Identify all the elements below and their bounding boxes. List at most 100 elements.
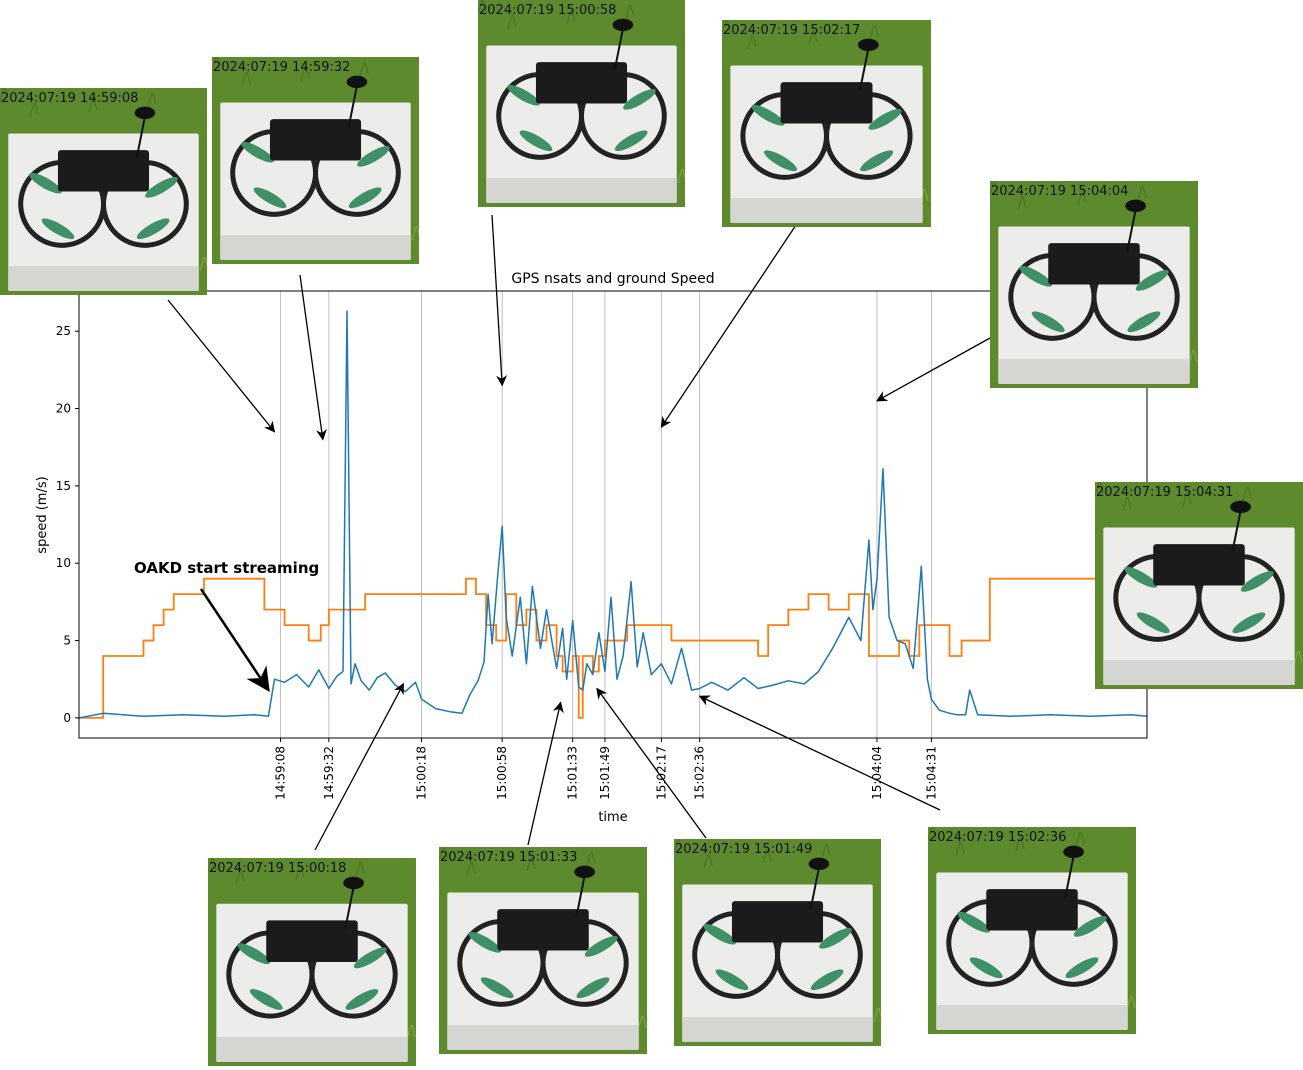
propeller: [253, 187, 287, 209]
gps-puck: [1230, 500, 1251, 514]
photo-timestamp: 2024:07:19 15:00:58: [479, 3, 616, 18]
propeller: [764, 150, 798, 172]
speed-point: [308, 686, 310, 688]
propeller: [468, 931, 502, 953]
speed-point: [531, 585, 533, 588]
y-tick-label: 0: [63, 711, 71, 725]
speed-point: [469, 694, 471, 696]
speed-point: [519, 596, 521, 598]
speed-point: [882, 468, 884, 470]
propeller: [703, 923, 736, 945]
speed-point: [273, 678, 276, 680]
gps-mast: [347, 85, 358, 128]
speed-point: [566, 678, 568, 680]
propeller: [237, 943, 271, 965]
propeller: [357, 146, 390, 167]
speed-point: [394, 684, 396, 687]
x-tick-label: 15:04:04: [870, 746, 884, 800]
speed-point: [926, 678, 928, 680]
speed-point: [183, 714, 185, 716]
speed-point: [868, 539, 870, 541]
propeller: [480, 977, 514, 999]
speed-point: [420, 698, 423, 700]
speed-point: [938, 709, 941, 711]
speed-point: [771, 684, 773, 687]
speed-point: [930, 698, 932, 700]
speed-point: [680, 647, 683, 649]
speed-point: [586, 663, 588, 665]
photo-arrow: [596, 687, 707, 839]
gps-puck: [1125, 199, 1146, 213]
speed-point: [1049, 714, 1051, 716]
drone-photo: 2024:07:19 15:02:36: [928, 827, 1136, 1034]
speed-point: [296, 673, 298, 676]
photo-timestamp: 2024:07:19 15:04:04: [991, 184, 1128, 199]
speed-point: [832, 647, 834, 649]
speed-point: [435, 708, 437, 710]
propeller: [810, 969, 844, 991]
speed-point: [487, 593, 489, 595]
speed-point: [449, 711, 451, 713]
speed-point: [956, 714, 959, 716]
drone-body: [780, 82, 873, 124]
propeller: [29, 172, 62, 194]
drone-body: [57, 150, 150, 192]
series-speed: [79, 310, 1147, 719]
x-tick-label: 14:59:32: [322, 746, 336, 800]
photo-arrow: [527, 701, 564, 846]
drone-photo: 2024:07:19 15:00:58: [478, 0, 685, 207]
plot-frame: [78, 290, 1148, 739]
gps-puck: [134, 106, 156, 120]
propeller: [1135, 269, 1169, 291]
speed-point: [511, 655, 513, 657]
speed-point: [622, 655, 624, 657]
speed-point: [505, 616, 507, 618]
speed-point: [642, 632, 644, 634]
x-tick-label: 14:59:08: [274, 746, 288, 800]
propeller: [241, 141, 274, 163]
propeller: [1019, 265, 1053, 287]
speed-point: [404, 690, 407, 693]
y-tick-label: 15: [56, 479, 71, 493]
speed-point: [699, 687, 701, 690]
drone-body: [986, 889, 1078, 931]
photo-timestamp: 2024:07:19 15:04:31: [1096, 485, 1233, 500]
speed-point: [727, 689, 729, 691]
propeller: [969, 957, 1003, 979]
speed-point: [660, 663, 662, 665]
gps-mast: [858, 48, 870, 91]
photo-arrow: [876, 337, 991, 402]
speed-point: [598, 632, 600, 634]
drone-body: [1153, 544, 1245, 586]
speed-point: [318, 669, 320, 671]
speed-point: [650, 673, 652, 676]
photo-timestamp: 2024:07:19 14:59:08: [1, 91, 138, 106]
propeller: [819, 928, 852, 949]
speed-point: [491, 643, 493, 645]
speed-point: [1089, 715, 1092, 717]
gps-mast: [613, 28, 624, 71]
gps-mast: [575, 875, 586, 918]
photo-timestamp: 2024:07:19 15:02:36: [929, 830, 1066, 845]
speed-point: [592, 673, 594, 676]
speed-point: [582, 689, 584, 691]
drone-body: [269, 119, 362, 161]
speed-point: [253, 714, 255, 716]
speed-point: [1130, 714, 1132, 716]
photo-timestamp: 2024:07:19 14:59:32: [213, 60, 350, 75]
speed-point: [562, 627, 564, 629]
speed-point: [328, 687, 330, 690]
propeller: [957, 911, 991, 933]
propeller: [1127, 311, 1161, 333]
speed-point: [376, 677, 378, 679]
vertical-gridlines: [280, 291, 932, 738]
gps-puck: [1063, 845, 1084, 859]
y-axis-label: speed (m/s): [35, 476, 50, 553]
speed-point: [636, 666, 638, 668]
speed-point: [384, 672, 386, 674]
speed-point: [525, 663, 527, 665]
series-nsats: [79, 562, 1147, 719]
speed-point: [876, 578, 878, 580]
